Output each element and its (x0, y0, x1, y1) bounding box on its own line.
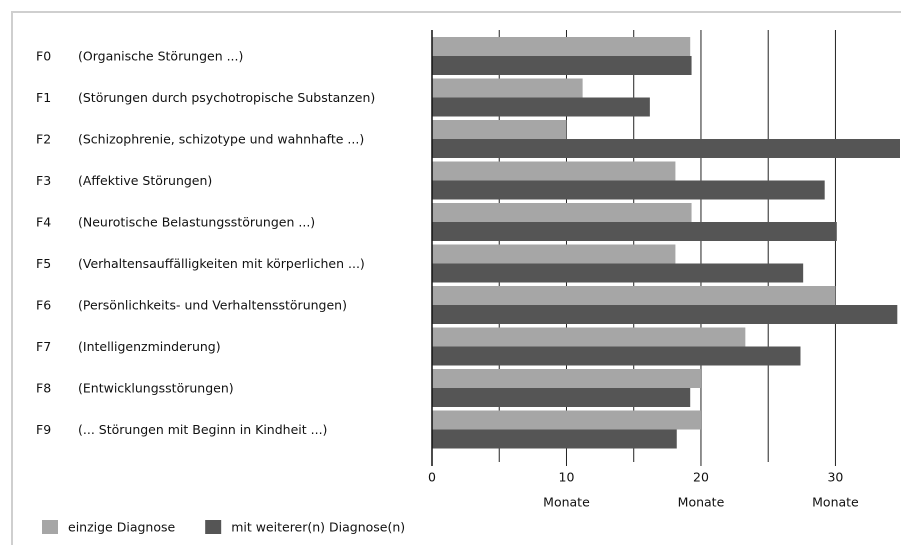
bar (432, 327, 746, 347)
x-tick-label: 30 (827, 470, 843, 485)
bar (432, 97, 650, 117)
category-code: F1 (36, 90, 51, 105)
legend-swatch (205, 520, 222, 534)
bar (432, 222, 837, 241)
bar (432, 56, 692, 75)
category-label: (Verhaltensauffälligkeiten mit körperlic… (78, 256, 365, 271)
category-label: (Störungen durch psychotropische Substan… (78, 90, 375, 105)
bar (432, 203, 692, 222)
bar (432, 161, 676, 181)
bar (432, 429, 677, 449)
category-code: F3 (36, 173, 51, 188)
category-code: F2 (36, 132, 51, 147)
category-label: (Affektive Störungen) (78, 173, 212, 188)
bar (432, 244, 676, 264)
category-code: F0 (36, 49, 51, 64)
category-code: F6 (36, 298, 51, 313)
category-label: (Entwicklungsstörungen) (78, 381, 234, 396)
x-tick-label: 0 (428, 470, 436, 485)
category-code: F7 (36, 339, 51, 354)
category-label: (... Störungen mit Beginn in Kindheit ..… (78, 422, 327, 437)
bar (432, 388, 691, 407)
category-label: (Intelligenzminderung) (78, 339, 221, 354)
x-tick-label: 10 (559, 470, 575, 485)
x-unit-label: Monate (678, 495, 725, 510)
bar (432, 139, 900, 158)
bar (432, 346, 801, 366)
bar (432, 120, 567, 139)
category-label: (Persönlichkeits- und Verhaltensstörunge… (78, 298, 347, 313)
x-unit-label: Monate (543, 495, 590, 510)
legend-swatch (42, 520, 58, 534)
category-code: F8 (36, 381, 51, 396)
bar (432, 78, 583, 98)
frame (11, 11, 901, 549)
category-code: F4 (36, 215, 51, 230)
legend-label: einzige Diagnose (68, 520, 175, 535)
legend-label: mit weiterer(n) Diagnose(n) (231, 520, 405, 535)
category-label: (Schizophrenie, schizotype und wahnhafte… (78, 132, 364, 147)
category-code: F9 (36, 422, 51, 437)
category-code: F5 (36, 256, 51, 271)
bar (432, 369, 701, 388)
bar (432, 305, 898, 324)
bar (432, 263, 804, 283)
x-unit-label: Monate (812, 495, 859, 510)
bar (432, 286, 836, 305)
x-tick-label: 20 (693, 470, 709, 485)
category-label: (Organische Störungen ...) (78, 49, 243, 64)
bar (432, 37, 691, 56)
bar (432, 180, 825, 200)
bar (432, 410, 701, 430)
category-label: (Neurotische Belastungsstörungen ...) (78, 215, 315, 230)
